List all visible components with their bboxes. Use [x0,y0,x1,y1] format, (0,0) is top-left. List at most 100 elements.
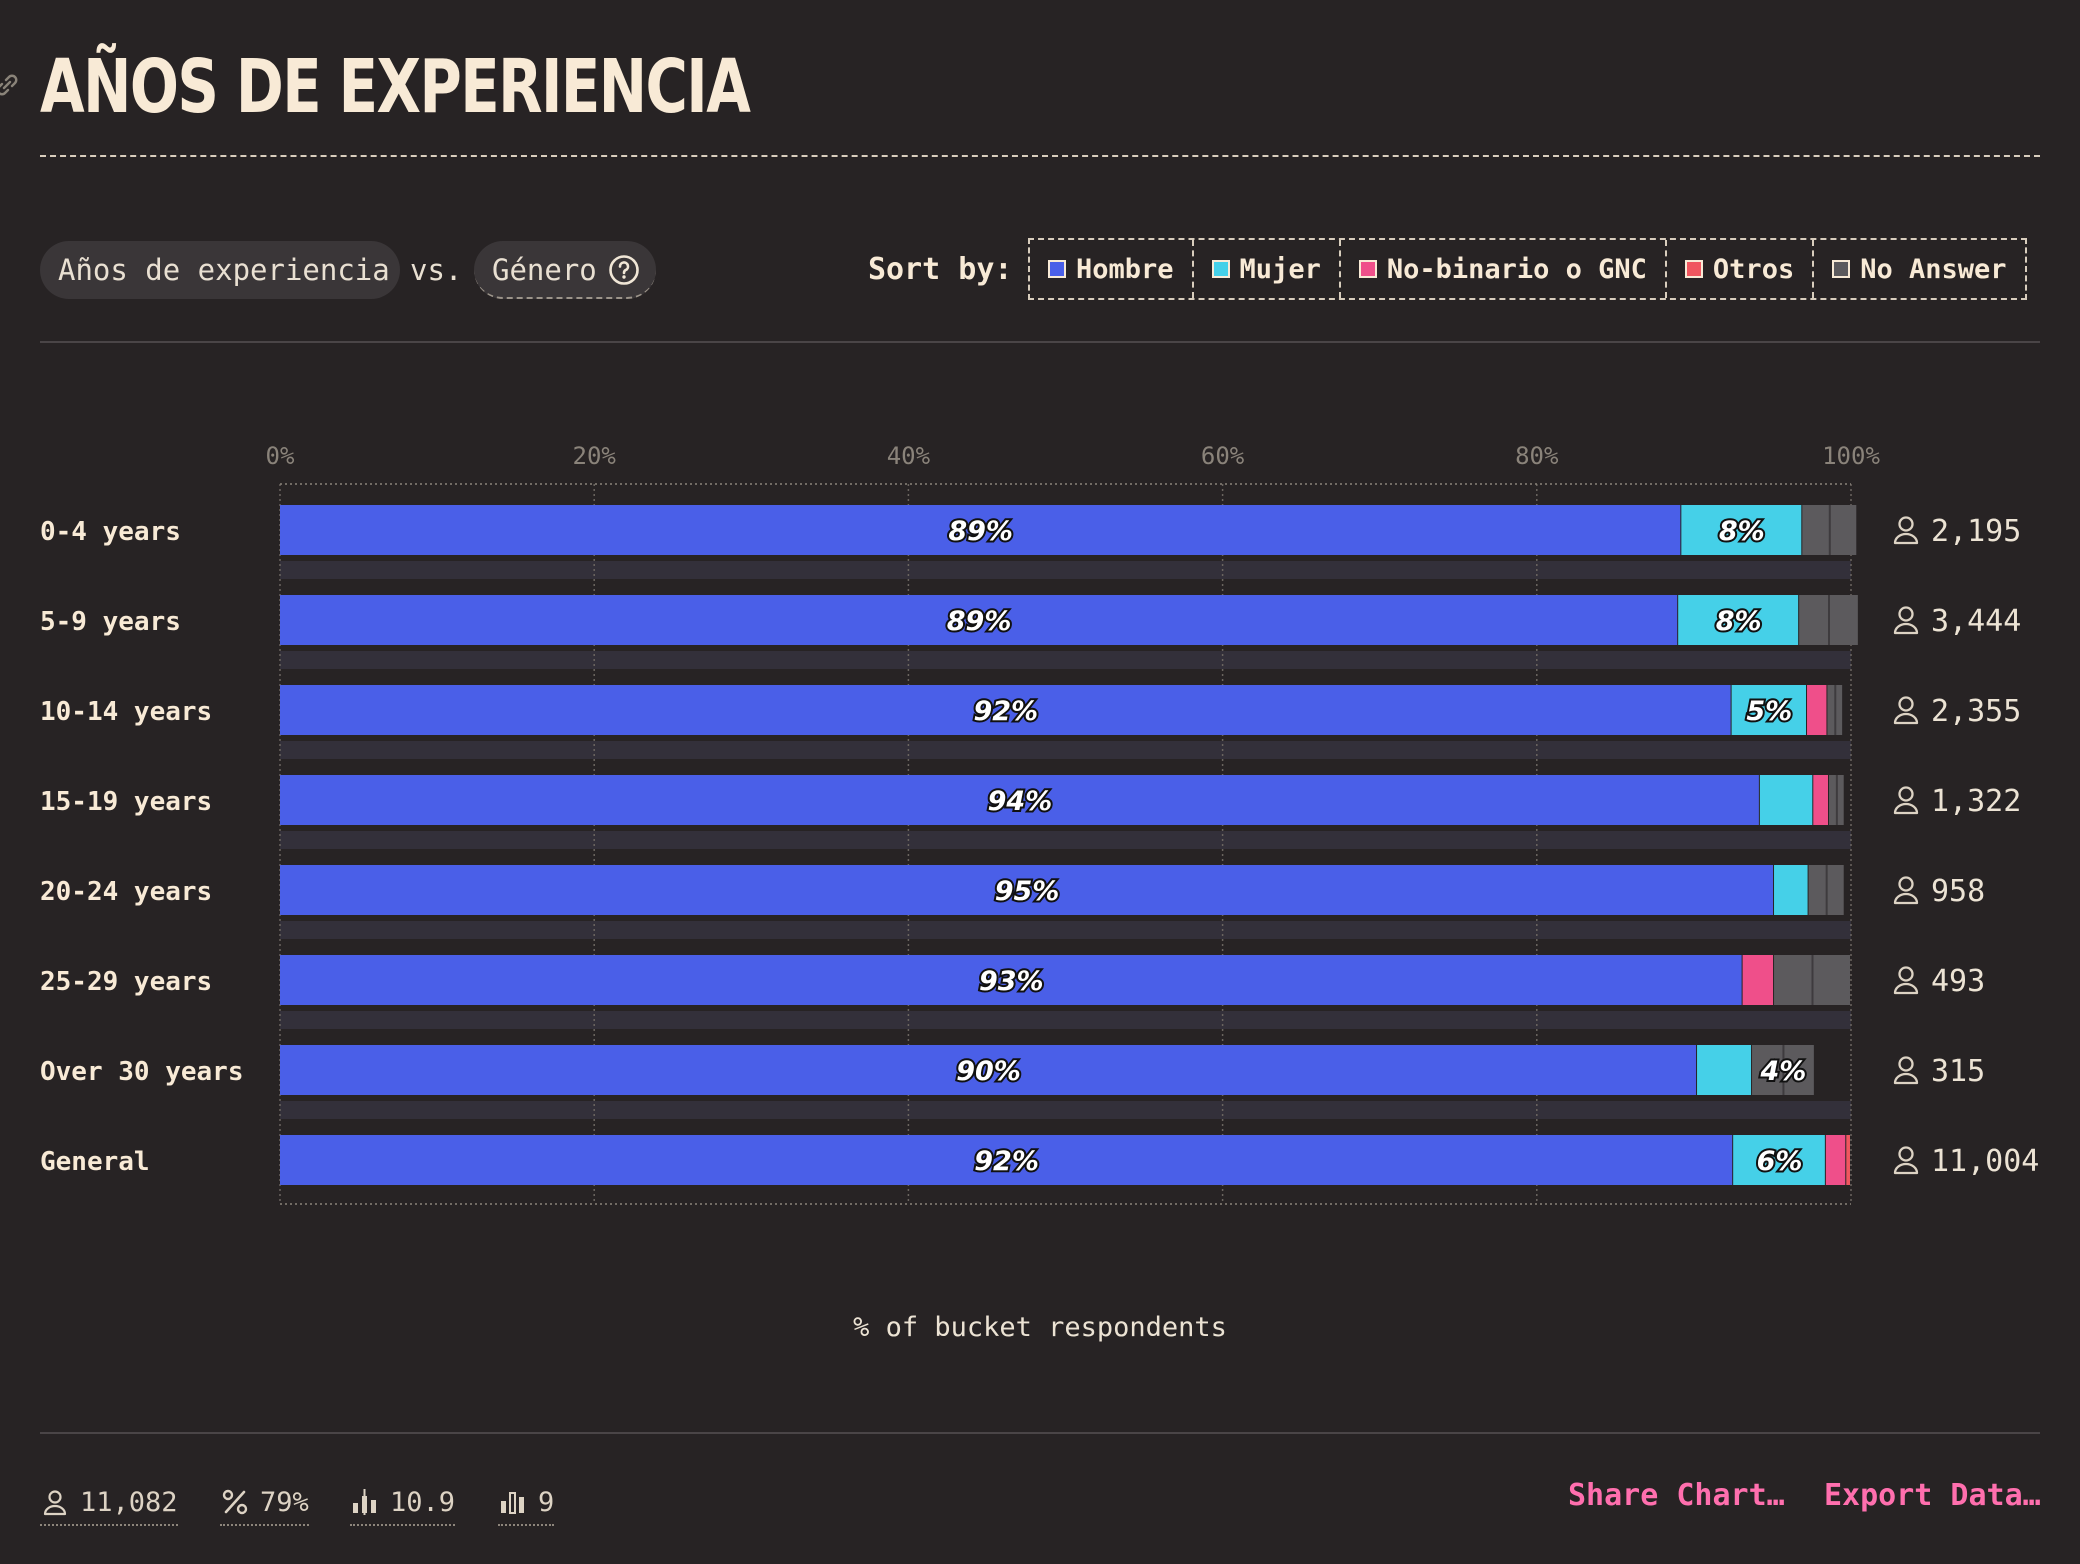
person-icon [1893,712,1919,725]
person-icon [1898,516,1914,532]
x-variable-selector[interactable]: Años de experiencia [40,241,400,299]
bar-segment [280,865,1774,915]
respondent-count: 3,444 [1931,604,2021,639]
total-respondents-stat[interactable]: 11,082 [40,1480,178,1526]
bar-segment [280,1135,1733,1185]
bar-value-label: 89% [947,606,1012,637]
person-icon [1898,966,1914,982]
bar-value-label: 93% [979,966,1044,997]
x-tick-label-bottom: 0% [266,1226,295,1230]
link-icon[interactable] [0,72,20,98]
bar-segment [1759,775,1813,825]
legend-label: No-binario o GNC [1386,253,1647,285]
category-label: 20-24 years [40,877,212,907]
x-tick-label-bottom: 80% [1515,1226,1559,1230]
title-divider [40,155,2040,157]
legend-item-no-binario-o-gnc[interactable]: No-binario o GNC [1338,240,1665,298]
category-label: Over 30 years [40,1057,244,1087]
respondent-count: 2,195 [1931,514,2021,549]
help-icon[interactable] [608,254,640,286]
bar-segment [1681,505,1802,555]
x-tick-label-top: 80% [1515,442,1559,470]
legend-swatch [1048,260,1066,278]
legend-item-no-answer[interactable]: No Answer [1812,240,2024,298]
legend-label: No Answer [1860,253,2007,285]
x-tick-label-top: 100% [1822,442,1880,470]
bar-value-label: 90% [956,1056,1021,1087]
bar-value-label: 4% [1760,1056,1807,1087]
bar-segment [1678,595,1799,645]
category-label: 10-14 years [40,697,212,727]
legend-label: Otros [1712,253,1795,285]
bar-value-label: 6% [1757,1146,1803,1177]
header-divider [40,341,2040,343]
person-icon [1893,532,1919,545]
person-icon [1893,892,1919,905]
bar-segment [1731,685,1807,735]
legend-label: Hombre [1076,253,1174,285]
person-icon [1898,696,1914,712]
person-icon [1893,802,1919,815]
category-label: General [40,1147,150,1177]
legend-item-hombre[interactable]: Hombre [1030,240,1192,298]
y-variable-selector[interactable]: Género [474,241,656,299]
bar-value-label: 8% [1716,606,1762,637]
bar-segment [1774,865,1808,915]
x-tick-label-top: 40% [887,442,931,470]
person-icon [1898,786,1914,802]
person-icon [1898,876,1914,892]
total-respondents-value: 11,082 [80,1486,178,1518]
person-icon [1893,1072,1919,1085]
row-stripe [280,1101,1851,1119]
bar-value-label: 92% [973,696,1038,727]
person-icon [1898,606,1914,622]
bar-average-icon [353,1489,376,1515]
average-stat[interactable]: 10.9 [350,1480,456,1526]
bar-segment [280,685,1731,735]
share-chart-link[interactable]: Share Chart… [1568,1478,1785,1513]
bar-segment [1846,1135,1850,1185]
bar-segment [1807,685,1827,735]
x-variable-label: Años de experiencia [58,253,390,287]
respondent-count: 493 [1931,964,1985,999]
row-stripe [280,1011,1851,1029]
legend-swatch [1358,260,1377,278]
respondent-count: 2,355 [1931,694,2021,729]
percent-icon [222,1489,248,1515]
bar-segment [280,505,1681,555]
legend-swatch [1211,260,1230,278]
person-icon [1893,622,1919,635]
export-data-link[interactable]: Export Data… [1824,1478,2041,1513]
bar-segment [1825,1135,1846,1185]
person-icon [1893,1162,1919,1175]
bar-value-label: 94% [988,786,1053,817]
x-tick-label-bottom: 60% [1201,1226,1245,1230]
legend-item-otros[interactable]: Otros [1664,240,1812,298]
footer-divider [40,1432,2040,1434]
respondent-count: 1,322 [1931,784,2021,819]
page-title: AÑOS DE EXPERIENCIA [40,44,751,130]
x-tick-label-top: 0% [266,442,295,470]
bar-segment [280,775,1759,825]
y-variable-label: Género [492,253,597,287]
legend-item-mujer[interactable]: Mujer [1191,240,1339,298]
completion-stat[interactable]: 79% [220,1480,309,1526]
respondent-count: 11,004 [1931,1144,2039,1179]
legend-swatch [1684,260,1703,278]
bar-segment [1813,775,1829,825]
person-icon [43,1490,67,1516]
person-icon [1898,1056,1914,1072]
x-tick-label-bottom: 100% [1822,1226,1880,1230]
respondent-count: 315 [1931,1054,1985,1089]
row-stripe [280,561,1851,579]
row-stripe [280,651,1851,669]
legend-label: Mujer [1239,253,1321,285]
x-axis-label: % of bucket respondents [853,1312,1227,1343]
completion-value: 79% [260,1486,309,1518]
respondent-count: 958 [1931,874,1985,909]
buckets-stat[interactable]: 9 [498,1480,555,1526]
person-icon [1893,982,1919,995]
vs-label: vs. [410,253,463,287]
bar-value-label: 92% [974,1146,1039,1177]
bar-segment [1742,955,1774,1005]
